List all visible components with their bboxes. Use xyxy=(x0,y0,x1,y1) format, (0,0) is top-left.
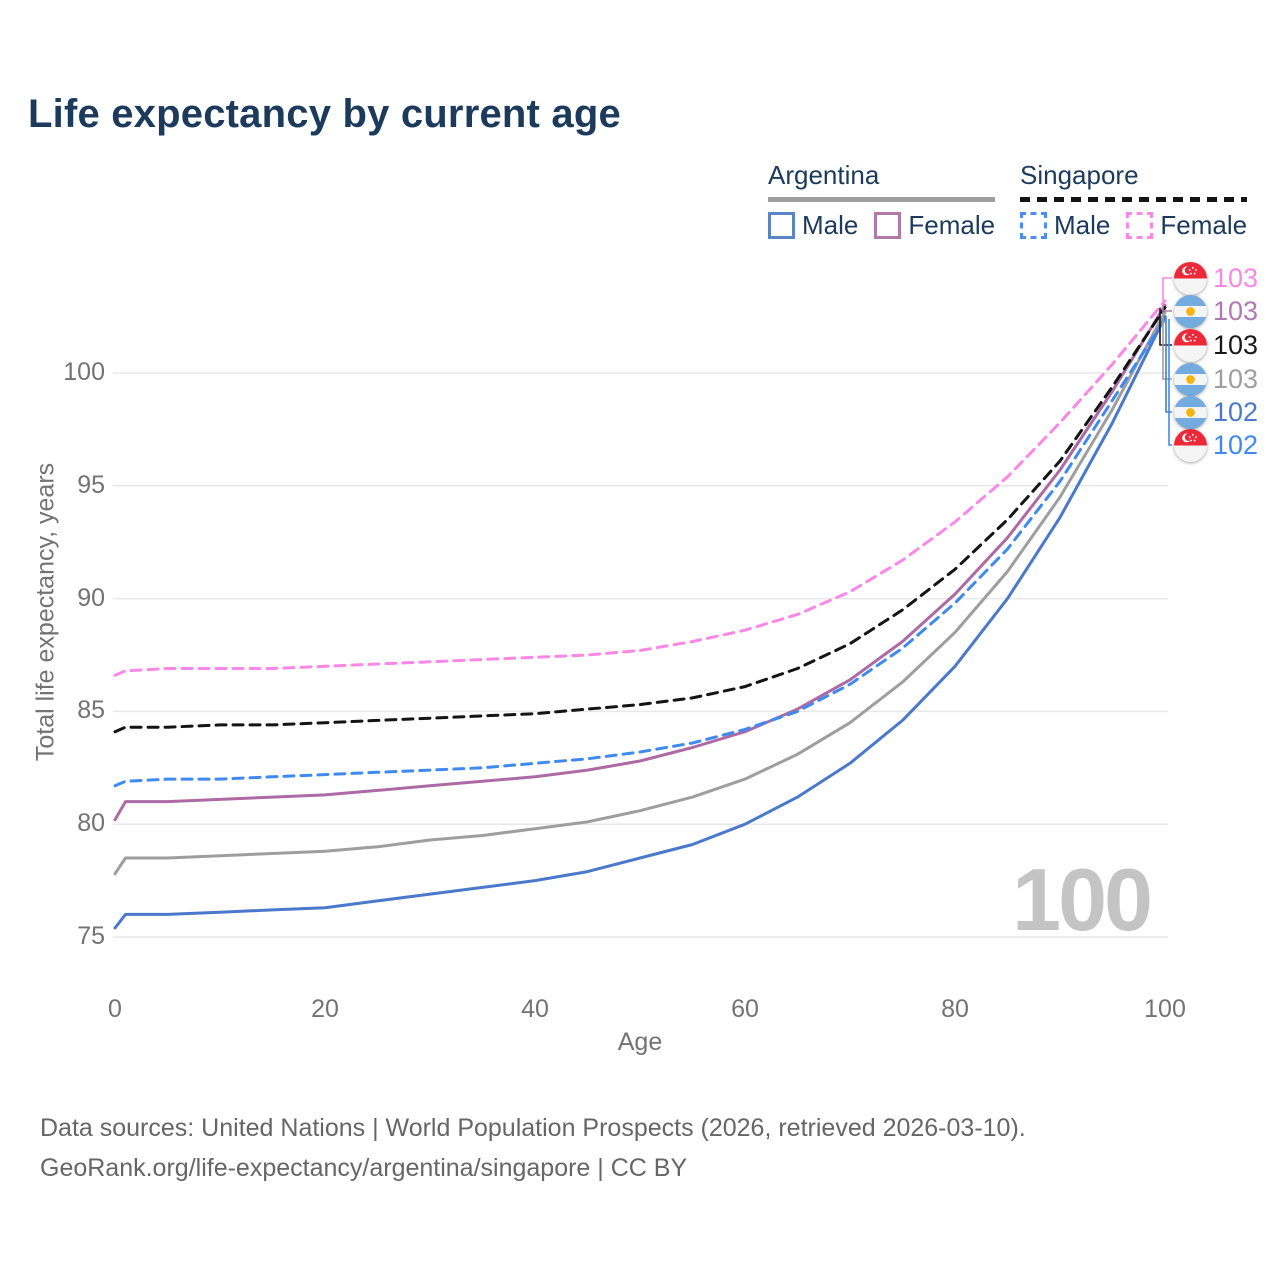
end-value: 103 xyxy=(1213,363,1259,394)
singapore-flag-icon xyxy=(1174,328,1207,362)
legend-label-singapore-female: Female xyxy=(1160,210,1248,240)
series-singapore-all[interactable] xyxy=(113,306,1167,734)
y-tick-100: 100 xyxy=(63,358,105,386)
leader-line-singapore-female xyxy=(1162,277,1172,301)
singapore-flag-icon xyxy=(1174,261,1207,295)
x-tick-60: 60 xyxy=(731,995,759,1023)
legend-group-singapore: Singapore Male Female xyxy=(1020,160,1248,241)
y-tick-95: 95 xyxy=(77,470,105,499)
end-label-argentina-male: 102 xyxy=(1174,395,1258,429)
series-argentina-male[interactable] xyxy=(113,315,1167,930)
y-tick-80: 80 xyxy=(77,809,105,838)
x-tick-80: 80 xyxy=(941,995,969,1023)
singapore-flag-icon xyxy=(1174,428,1207,462)
legend-item-singapore-male[interactable]: Male xyxy=(1020,210,1110,241)
y-tick-85: 85 xyxy=(77,696,105,725)
end-label-singapore-male: 102 xyxy=(1174,428,1258,462)
end-value: 102 xyxy=(1213,396,1259,427)
argentina-flag-icon xyxy=(1174,395,1207,429)
end-label-argentina-female: 103 xyxy=(1174,294,1258,328)
series-singapore-male[interactable] xyxy=(113,317,1167,788)
footer-source-line: Data sources: United Nations | World Pop… xyxy=(40,1114,1026,1142)
end-label-singapore-all: 103 xyxy=(1174,328,1258,362)
argentina-female-swatch-icon xyxy=(874,212,902,239)
footer-attribution-line: GeoRank.org/life-expectancy/argentina/si… xyxy=(40,1154,688,1182)
legend-label-argentina-male: Male xyxy=(802,210,859,240)
legend-country-singapore: Singapore xyxy=(1020,160,1139,190)
series-singapore-female[interactable] xyxy=(113,299,1167,677)
singapore-female-swatch-icon xyxy=(1126,212,1154,239)
footer: Data sources: United Nations | World Pop… xyxy=(40,1108,1026,1188)
end-label-argentina-all: 103 xyxy=(1174,362,1258,396)
legend-item-argentina-female[interactable]: Female xyxy=(874,210,995,241)
end-value: 103 xyxy=(1213,262,1259,293)
singapore-flag-icon xyxy=(1174,428,1207,462)
leader-line-singapore-male xyxy=(1168,318,1172,446)
y-tick-90: 90 xyxy=(77,583,105,612)
leader-line-singapore-all xyxy=(1159,307,1172,346)
y-axis-title: Total life expectancy, years xyxy=(31,462,60,762)
legend-underline-singapore xyxy=(1020,197,1248,202)
series-argentina-female[interactable] xyxy=(113,303,1167,822)
argentina-flag-icon xyxy=(1174,395,1207,429)
end-value: 103 xyxy=(1213,295,1259,326)
legend-item-argentina-male[interactable]: Male xyxy=(768,210,858,241)
argentina-flag-icon xyxy=(1174,362,1207,396)
argentina-flag-icon xyxy=(1174,362,1207,396)
x-tick-40: 40 xyxy=(521,995,549,1023)
leader-line-argentina-female xyxy=(1162,305,1172,312)
legend-underline-argentina xyxy=(768,197,996,202)
legend-label-singapore-male: Male xyxy=(1054,210,1111,240)
leader-line-argentina-male xyxy=(1165,316,1172,413)
legend-item-singapore-female[interactable]: Female xyxy=(1126,210,1247,241)
argentina-flag-icon xyxy=(1174,294,1207,328)
age-watermark: 100 xyxy=(1012,850,1153,949)
singapore-flag-icon xyxy=(1174,328,1207,362)
y-tick-75: 75 xyxy=(77,922,105,950)
chart-title: Life expectancy by current age xyxy=(28,92,621,136)
end-value: 103 xyxy=(1213,329,1259,360)
end-value: 102 xyxy=(1213,429,1259,460)
x-tick-20: 20 xyxy=(311,995,339,1023)
singapore-flag-icon xyxy=(1174,261,1207,295)
argentina-flag-icon xyxy=(1174,294,1207,328)
series-argentina-all[interactable] xyxy=(113,310,1167,876)
legend-group-argentina: Argentina Male Female xyxy=(768,160,996,241)
x-tick-100: 100 xyxy=(1144,995,1186,1023)
x-axis-title: Age xyxy=(617,1028,663,1056)
legend-country-argentina: Argentina xyxy=(768,160,880,190)
x-tick-0: 0 xyxy=(108,995,122,1023)
legend-label-argentina-female: Female xyxy=(908,210,996,240)
singapore-male-swatch-icon xyxy=(1020,212,1047,239)
end-label-singapore-female: 103 xyxy=(1174,261,1258,295)
argentina-male-swatch-icon xyxy=(768,212,795,239)
